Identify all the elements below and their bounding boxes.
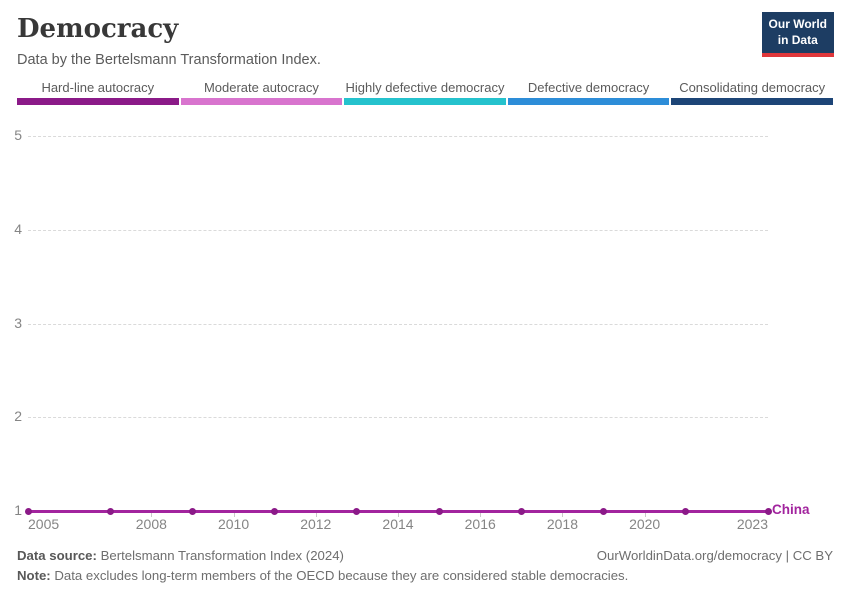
- data-point-marker: [600, 507, 608, 515]
- gridline: [28, 136, 768, 137]
- note-label: Note:: [17, 568, 51, 583]
- legend-item-label: Defective democracy: [527, 80, 650, 95]
- legend-item-color-bar: [180, 98, 343, 105]
- legend-item-consolidating-democracy[interactable]: Consolidating democracy: [671, 80, 833, 105]
- legend-item-color-bar: [17, 98, 179, 105]
- legend-item-label: Moderate autocracy: [203, 80, 319, 95]
- x-axis-tick-label: 2008: [135, 516, 167, 532]
- legend-item-label: Hard-line autocracy: [41, 80, 155, 95]
- x-axis-tick-mark: [644, 512, 646, 517]
- y-axis-tick-label: 3: [14, 314, 22, 331]
- x-axis-tick-mark: [562, 512, 564, 517]
- x-axis-tick-label: 2014: [382, 516, 414, 532]
- attribution-link[interactable]: OurWorldinData.org/democracy | CC BY: [596, 548, 833, 563]
- data-source-label: Data source:: [17, 548, 97, 563]
- x-axis-tick-label: 2012: [300, 516, 332, 532]
- legend-item-moderate-autocracy[interactable]: Moderate autocracy: [180, 80, 343, 105]
- data-point-marker: [188, 507, 196, 515]
- owid-logo-line2: in Data: [777, 32, 818, 47]
- data-point-marker: [271, 507, 279, 515]
- data-point-marker: [353, 507, 361, 515]
- x-axis-tick-mark: [398, 512, 399, 517]
- x-axis-tick-label: 2018: [546, 516, 579, 532]
- page-title: Democracy: [17, 14, 179, 44]
- data-point-marker: [682, 507, 690, 515]
- gridline: [28, 323, 768, 325]
- legend-item-color-bar: [507, 98, 670, 105]
- legend-item-color-bar: [344, 98, 506, 105]
- legend-item-hard-line-autocracy[interactable]: Hard-line autocracy: [17, 80, 179, 105]
- legend-item-highly-defective-democracy[interactable]: Highly defective democracy: [344, 80, 506, 105]
- footer-note-row: Note: Data excludes long-term members of…: [17, 568, 833, 583]
- data-point-marker: [106, 507, 114, 515]
- x-axis-tick-label: 2023: [736, 516, 768, 532]
- x-axis-tick-mark: [480, 512, 482, 517]
- y-axis-tick-label: 2: [14, 408, 22, 425]
- legend-item-label: Consolidating democracy: [679, 80, 826, 95]
- x-axis-tick-mark: [233, 512, 235, 517]
- note-text: Data excludes long-term members of the O…: [54, 568, 629, 583]
- owid-logo[interactable]: Our World in Data: [761, 12, 834, 58]
- legend: Hard-line autocracy Moderate autocracy Hig…: [17, 80, 833, 105]
- legend-item-color-bar: [671, 98, 833, 105]
- page-subtitle: Data by the Bertelsmann Transformation I…: [17, 52, 321, 68]
- data-source-value: Bertelsmann Transformation Index (2024): [100, 548, 344, 563]
- series-label-china[interactable]: China: [772, 502, 810, 517]
- china-line: [28, 509, 768, 513]
- owid-logo-line1: Our World: [768, 17, 827, 31]
- data-point-marker: [24, 507, 32, 515]
- x-axis-tick-label: 2016: [464, 516, 496, 532]
- x-axis-tick-label: 2005: [28, 516, 60, 532]
- data-source-line: Data source: Bertelsmann Transformation …: [17, 548, 344, 563]
- y-axis-tick-label: 5: [14, 127, 22, 143]
- data-point-marker: [764, 507, 772, 515]
- legend-item-defective-democracy[interactable]: Defective democracy: [507, 80, 670, 105]
- y-axis-tick-label: 1: [14, 502, 22, 518]
- gridline: [28, 417, 768, 419]
- data-point-marker: [517, 507, 525, 515]
- x-axis-tick-label: 2020: [629, 516, 661, 532]
- y-axis-tick-label: 4: [14, 220, 22, 237]
- footer-source-row: Data source: Bertelsmann Transformation …: [17, 548, 833, 563]
- gridline: [28, 229, 768, 231]
- x-axis-tick-label: 2010: [217, 516, 250, 532]
- data-point-marker: [435, 507, 443, 515]
- x-axis-tick-mark: [151, 512, 153, 517]
- x-axis-tick-mark: [315, 512, 317, 517]
- legend-item-label: Highly defective democracy: [345, 80, 505, 95]
